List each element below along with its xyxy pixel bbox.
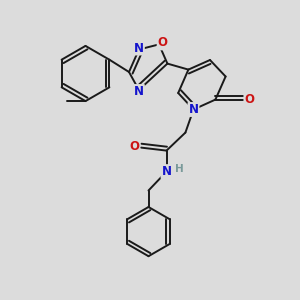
Text: O: O — [158, 36, 168, 50]
Text: O: O — [129, 140, 140, 153]
Text: N: N — [134, 85, 144, 98]
Text: N: N — [134, 41, 144, 55]
Text: N: N — [161, 165, 172, 178]
Text: O: O — [244, 93, 255, 106]
Text: H: H — [175, 164, 184, 174]
Text: N: N — [188, 103, 199, 116]
